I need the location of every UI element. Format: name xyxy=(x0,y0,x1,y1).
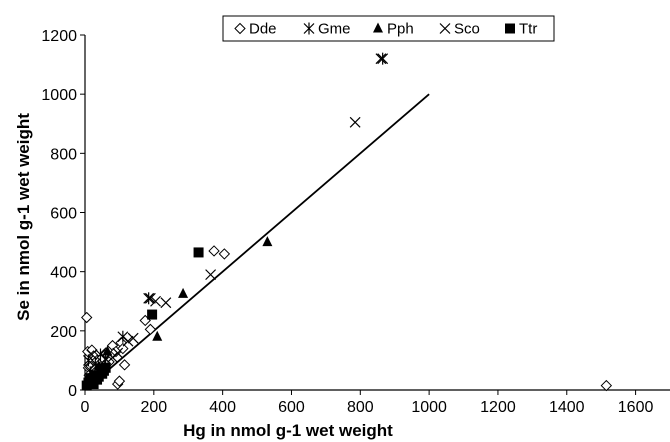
data-point xyxy=(152,330,163,341)
data-point xyxy=(83,354,94,367)
series-sco xyxy=(86,53,387,374)
legend-marker-ttr xyxy=(505,23,515,34)
data-point xyxy=(377,52,389,65)
data-point xyxy=(218,248,231,260)
data-point xyxy=(147,309,158,320)
x-tick-label: 1600 xyxy=(618,399,654,416)
legend-label-pph: Pph xyxy=(387,21,414,38)
y-tick-label: 800 xyxy=(50,146,77,163)
series-gme xyxy=(83,52,389,379)
data-point xyxy=(143,292,155,305)
data-point xyxy=(349,116,361,128)
data-point xyxy=(86,349,98,360)
ticks: 0 200 400 600 800 1000 1200 1400 1600 0 200 400 600 8… xyxy=(41,28,653,416)
legend-label-ttr: Ttr xyxy=(519,21,537,38)
legend-label-dde: Dde xyxy=(249,21,277,38)
legend-marker-dde xyxy=(234,22,246,35)
y-tick-label: 0 xyxy=(68,383,77,400)
data-point xyxy=(144,323,157,336)
y-axis-title: Se in nmol g-1 wet weight xyxy=(14,113,33,321)
legend-marker-pph xyxy=(373,22,383,33)
x-tick-label: 1200 xyxy=(480,399,516,416)
data-point xyxy=(102,345,113,356)
x-tick-label: 600 xyxy=(278,399,305,416)
data-point xyxy=(208,245,220,257)
x-tick-label: 1400 xyxy=(549,399,585,416)
y-tick-label: 200 xyxy=(50,324,77,341)
y-tick-label: 400 xyxy=(50,265,77,282)
regression-line xyxy=(84,93,430,391)
x-tick-label: 1000 xyxy=(411,399,447,416)
y-tick-label: 600 xyxy=(50,206,77,223)
data-point xyxy=(112,347,124,359)
data-point xyxy=(127,332,139,344)
legend: Dde Gme Pph Sco Ttr xyxy=(222,15,555,42)
legend-box xyxy=(222,15,555,42)
legend-label-sco: Sco xyxy=(454,21,480,38)
regression-line-group xyxy=(84,93,430,391)
data-point xyxy=(118,359,131,371)
data-point xyxy=(160,297,172,309)
legend-marker-gme xyxy=(303,22,315,35)
x-tick-label: 200 xyxy=(140,399,167,416)
series-dde xyxy=(81,245,613,392)
axes xyxy=(84,35,670,391)
y-tick-label: 1000 xyxy=(41,87,77,104)
legend-marker-sco xyxy=(439,23,451,34)
x-tick-label: 400 xyxy=(209,399,236,416)
data-points xyxy=(81,52,613,392)
x-axis-title: Hg in nmol g-1 wet weight xyxy=(183,421,393,440)
data-point xyxy=(144,292,156,304)
data-point xyxy=(113,375,126,387)
legend-label-gme: Gme xyxy=(318,21,351,38)
data-point xyxy=(178,287,189,298)
series-ttr xyxy=(81,247,204,391)
data-point xyxy=(600,379,613,392)
data-point xyxy=(150,295,161,307)
data-point xyxy=(375,53,387,65)
data-point xyxy=(193,247,204,258)
y-tick-label: 1200 xyxy=(41,28,77,45)
data-point xyxy=(100,362,111,373)
x-tick-label: 0 xyxy=(81,399,90,416)
data-point xyxy=(205,269,217,281)
data-point xyxy=(122,335,134,347)
x-tick-label: 800 xyxy=(347,399,374,416)
data-point xyxy=(81,311,93,324)
data-point xyxy=(262,236,273,247)
